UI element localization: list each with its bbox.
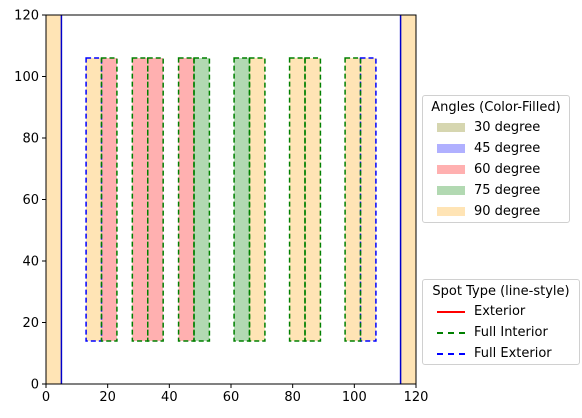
full-interior-outline-6 (248, 57, 266, 342)
strip-75-deg-6 (234, 58, 250, 341)
x-tick-label-1: 20 (99, 390, 116, 405)
edge-band-0 (46, 15, 62, 384)
legend-spot-line-sample (437, 352, 465, 355)
legend-angles-label: 90 degree (474, 204, 541, 219)
edge-band-1 (400, 15, 416, 384)
legend-angles-swatch (437, 144, 465, 153)
legend-spot-line-sample (437, 331, 465, 334)
strip-90-deg-9 (305, 58, 321, 341)
x-tick-label-6: 120 (404, 390, 429, 405)
full-interior-outline-2 (147, 57, 164, 342)
legend-spot-entry: Exterior (423, 301, 579, 322)
y-tick-label-6: 120 (14, 9, 39, 24)
legend-angles-label: 75 degree (474, 183, 541, 198)
legend-angles-swatch (437, 207, 465, 216)
legend-angles-entry: 30 degree (423, 117, 569, 138)
full-interior-outline-9 (344, 57, 362, 342)
y-tick-label-0: 0 (31, 378, 39, 393)
full-interior-outline-5 (233, 57, 251, 342)
strip-75-deg-5 (194, 58, 210, 341)
legend-spot-type: Spot Type (line-style) Exterior Full Inte… (422, 279, 580, 365)
legend-spot-type-title: Spot Type (line-style) (432, 284, 570, 299)
y-tick-label-4: 80 (22, 132, 39, 147)
full-exterior-outline-1 (359, 57, 377, 342)
strip-90-deg-8 (289, 58, 305, 341)
plot-area (46, 15, 416, 384)
y-tick-label-2: 40 (22, 255, 39, 270)
legend-spot-entry: Full Interior (423, 322, 579, 343)
strip-60-deg-4 (178, 58, 194, 341)
legend-spot-label: Exterior (474, 304, 526, 319)
x-tick-label-4: 80 (284, 390, 301, 405)
strip-90-deg-0 (86, 58, 102, 341)
x-tick-label-0: 0 (42, 390, 50, 405)
legend-angles-label: 30 degree (474, 120, 541, 135)
x-tick-label-3: 60 (223, 390, 240, 405)
legend-angles-entry: 45 degree (423, 138, 569, 159)
y-tick-label-3: 60 (22, 193, 39, 208)
y-tick-label-1: 20 (22, 316, 39, 331)
strip-90-deg-10 (345, 58, 361, 341)
legend-spot-line-sample (437, 310, 465, 313)
legend-spot-label: Full Interior (474, 325, 548, 340)
axes: 0 20 40 60 80 100 120 0 20 40 60 80 100 120 (14, 9, 428, 406)
legend-angles-swatch (437, 123, 465, 132)
legend-angles-label: 60 degree (474, 162, 541, 177)
legend-spot-label: Full Exterior (474, 346, 552, 361)
legend-angles-swatch (437, 165, 465, 174)
strip-60-deg-2 (132, 58, 148, 341)
legend-angles-entry: 75 degree (423, 180, 569, 201)
legend-spot-entry: Full Exterior (423, 343, 579, 364)
legend-angles-swatch (437, 186, 465, 195)
y-tick-label-5: 100 (14, 70, 39, 85)
strip-90-deg-11 (360, 58, 376, 341)
strip-90-deg-7 (249, 58, 265, 341)
full-interior-outline-4 (193, 57, 211, 342)
full-interior-outline-3 (177, 57, 195, 342)
strip-60-deg-3 (147, 58, 164, 341)
full-interior-outline-1 (131, 57, 149, 342)
x-tick-label-2: 40 (161, 390, 178, 405)
legend-angles-label: 45 degree (474, 141, 541, 156)
legend-angles-title: Angles (Color-Filled) (431, 100, 561, 115)
full-exterior-outline-0 (85, 57, 103, 342)
full-interior-outline-8 (304, 57, 322, 342)
legend-angles: Angles (Color-Filled) 30 degree 45 degree… (422, 95, 570, 223)
legend-angles-entry: 90 degree (423, 201, 569, 222)
full-interior-outline-0 (100, 57, 118, 342)
legend-angles-entry: 60 degree (423, 159, 569, 180)
full-interior-outline-7 (288, 57, 306, 342)
strip-60-deg-1 (101, 58, 117, 341)
x-tick-label-5: 100 (342, 390, 367, 405)
